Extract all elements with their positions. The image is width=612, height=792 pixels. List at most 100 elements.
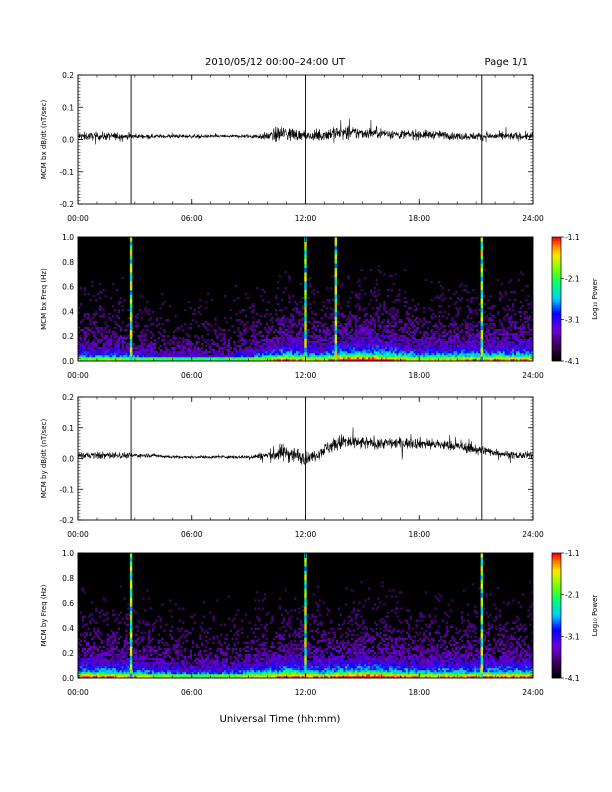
spectrogram-cell — [81, 343, 84, 346]
spectrogram-cell — [119, 655, 122, 659]
spectrogram-cell — [510, 343, 513, 346]
spectrogram-cell — [96, 647, 100, 651]
spectrogram-cell — [110, 665, 113, 669]
spectrogram-cell — [239, 357, 242, 360]
spectrogram-cell — [318, 341, 321, 344]
spectrogram-cell — [390, 307, 394, 310]
spectrogram-cell — [250, 341, 253, 344]
spectrogram-cell — [115, 341, 119, 344]
spectrogram-cell — [379, 349, 382, 352]
spectrogram-cell — [514, 335, 517, 338]
spectrogram-cell — [150, 337, 153, 340]
spectrogram-cell — [455, 315, 458, 318]
spectrogram-cell — [95, 343, 98, 346]
spectrogram-cell — [108, 341, 111, 344]
spectrogram-cell — [394, 317, 397, 320]
spectrogram-cell — [125, 343, 128, 346]
spectrogram-cell — [299, 331, 303, 334]
spectrogram-cell — [95, 607, 98, 610]
spectrogram-cell — [423, 323, 426, 326]
spectrogram-cell — [415, 307, 418, 310]
spectrogram-cell — [108, 353, 111, 356]
spectrogram-cell — [112, 633, 115, 636]
spectrogram-cell — [375, 349, 378, 352]
spectrogram-cell — [504, 293, 507, 296]
spectrogram-cell — [349, 335, 352, 338]
spectrogram-cell — [127, 675, 130, 679]
spectrogram-cell — [123, 341, 126, 344]
spectrogram-cell — [407, 347, 411, 350]
spectrogram-cell — [352, 351, 356, 354]
spectrogram-cell — [96, 347, 100, 350]
spectrogram-cell — [508, 345, 511, 348]
spectrogram-cell — [239, 333, 242, 336]
spectrogram-cell — [117, 663, 121, 667]
spectrogram-cell — [351, 351, 354, 354]
spectrogram-cell — [110, 671, 113, 675]
spectrogram-cell — [271, 327, 274, 330]
spectrogram-cell — [242, 349, 246, 352]
spectrogram-cell — [362, 353, 365, 356]
spectrogram-cell — [165, 349, 168, 352]
spectrogram-cell — [405, 343, 409, 346]
spectrogram-cell — [495, 347, 498, 350]
spectrogram-cell — [155, 351, 158, 354]
spectral-line-segment — [334, 338, 338, 344]
spectrogram-cell — [79, 287, 83, 290]
spectrogram-cell — [115, 669, 119, 673]
spectrogram-cell — [345, 341, 348, 344]
spectrogram-cell — [267, 347, 270, 350]
spectrogram-cell — [341, 341, 344, 344]
spectrogram-cell — [485, 357, 488, 360]
colorbar-swatch — [552, 282, 561, 285]
spectrogram-cell — [517, 343, 521, 346]
spectrogram-cell — [398, 359, 401, 362]
spectrogram-cell — [500, 339, 503, 342]
spectrogram-cell — [470, 309, 473, 312]
spectrogram-cell — [91, 321, 94, 324]
spectrogram-cell — [210, 349, 213, 352]
spectrogram-cell — [182, 349, 185, 352]
spectrogram-cell — [186, 349, 189, 352]
spectrogram-cell — [519, 349, 522, 352]
spectrogram-cell — [296, 333, 299, 336]
spectrogram-cell — [502, 329, 505, 332]
spectrogram-cell — [369, 355, 373, 358]
spectrogram-cell — [457, 311, 460, 314]
spectrogram-cell — [248, 355, 251, 358]
spectrogram-cell — [83, 657, 86, 661]
spectrogram-cell — [368, 321, 371, 324]
spectrogram-cell — [449, 349, 452, 352]
spectrogram-cell — [529, 341, 532, 344]
spectrogram-cell — [239, 345, 242, 348]
spectrogram-cell — [496, 279, 500, 282]
spectrogram-cell — [258, 353, 261, 356]
spectrogram-cell — [436, 353, 439, 356]
x-tick-label: 18:00 — [408, 214, 430, 223]
spectrogram-cell — [244, 329, 248, 332]
spectrogram-cell — [413, 319, 416, 322]
spectrogram-cell — [172, 351, 175, 354]
spectrogram-cell — [195, 355, 198, 358]
spectrogram-cell — [424, 359, 428, 362]
spectrogram-cell — [290, 323, 293, 326]
spectrogram-cell — [409, 335, 412, 338]
spectrogram-cell — [79, 611, 83, 614]
spectrogram-cell — [146, 325, 149, 328]
spectrogram-cell — [362, 357, 365, 360]
spectrogram-cell — [81, 661, 84, 665]
spectrogram-cell — [100, 663, 103, 667]
spectrogram-cell — [424, 349, 428, 352]
spectrogram-cell — [407, 313, 411, 316]
colorbar-swatch — [552, 286, 561, 289]
spectrogram-cell — [239, 319, 242, 322]
spectrogram-cell — [290, 331, 293, 334]
spectrogram-cell — [502, 347, 505, 350]
spectrogram-cell — [239, 311, 242, 314]
spectrogram-cell — [91, 661, 94, 665]
spectrogram-cell — [119, 611, 122, 614]
spectrogram-cell — [95, 609, 98, 612]
spectrogram-cell — [121, 337, 124, 340]
spectrogram-cell — [81, 341, 84, 344]
spectrogram-cell — [193, 355, 196, 358]
